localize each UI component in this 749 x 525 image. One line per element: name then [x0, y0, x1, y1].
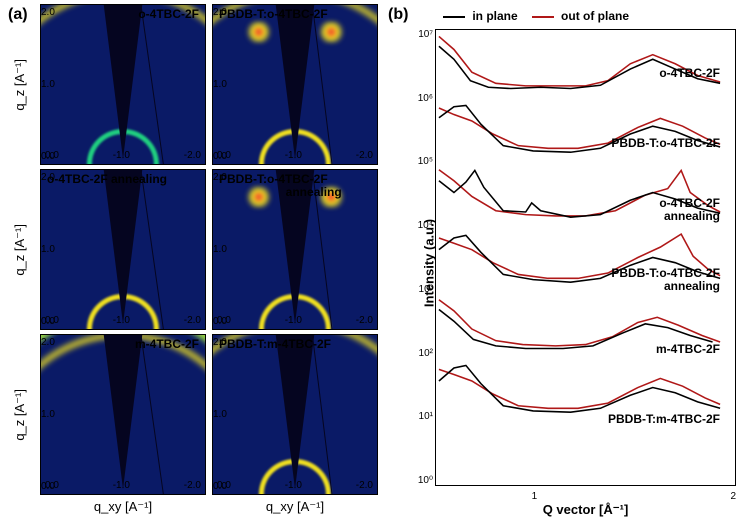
b-x-ticks: 12 — [435, 491, 736, 502]
intensity-plot: in plane out of plane Intensity (a.u.) Q… — [382, 4, 745, 521]
legend-swatch-outplane — [532, 16, 554, 18]
trace-out-of-plane — [439, 300, 720, 346]
giwaxs-pattern: PBDB-T:o-4TBC-2F annealing0.0-1.0-2.02.0… — [212, 169, 378, 330]
ylabel: q_z [A⁻¹] — [12, 389, 27, 441]
trace-label: PBDB-T:m-4TBC-2F — [608, 413, 720, 426]
sample-title: o-4TBC-2F — [138, 8, 199, 21]
legend-item: in plane — [443, 9, 518, 23]
b-y-ticks: 10⁷10⁶10⁵10⁴10³10²10¹10⁰ — [403, 29, 433, 486]
xlabel: q_xy [A⁻¹] — [94, 499, 152, 515]
sample-title: PBDB-T:o-4TBC-2F — [219, 8, 328, 21]
legend: in plane out of plane — [443, 9, 629, 23]
figure: (a) q_z [A⁻¹] q_z [A⁻¹] q_z [A⁻¹] q_xy [… — [0, 0, 749, 525]
giwaxs-pattern: o-4TBC-2F0.0-1.0-2.02.01.00.0 — [40, 4, 206, 165]
giwaxs-pattern: m-4TBC-2F0.0-1.0-2.02.01.00.0 — [40, 334, 206, 495]
panel-b: (b) in plane out of plane Intensity (a.u… — [380, 0, 749, 525]
sample-title: PBDB-T:m-4TBC-2F — [219, 338, 331, 351]
trace-label: PBDB-T:o-4TBC-2F — [611, 137, 720, 150]
giwaxs-grid: q_z [A⁻¹] q_z [A⁻¹] q_z [A⁻¹] q_xy [A⁻¹]… — [4, 4, 378, 521]
panel-b-label: (b) — [388, 6, 408, 24]
giwaxs-pattern: PBDB-T:o-4TBC-2F0.0-1.0-2.02.01.00.0 — [212, 4, 378, 165]
trace-label: m-4TBC-2F — [656, 343, 720, 356]
sample-title: PBDB-T:o-4TBC-2F annealing — [219, 173, 342, 199]
trace-label: PBDB-T:o-4TBC-2F annealing — [611, 267, 720, 292]
trace-label: o-4TBC-2F — [659, 67, 720, 80]
ylabel: q_z [A⁻¹] — [12, 224, 27, 276]
giwaxs-pattern: o-4TBC-2F annealing0.0-1.0-2.02.01.00.0 — [40, 169, 206, 330]
sample-title: o-4TBC-2F annealing — [47, 173, 167, 186]
xlabel: q_xy [A⁻¹] — [266, 499, 324, 515]
panel-a: (a) q_z [A⁻¹] q_z [A⁻¹] q_z [A⁻¹] q_xy [… — [0, 0, 380, 525]
b-x-axis-label: Q vector [Å⁻¹] — [435, 502, 736, 518]
legend-label: in plane — [472, 9, 517, 23]
trace-in-plane — [439, 365, 720, 412]
trace-label: o-4TBC-2F annealing — [659, 197, 720, 222]
panel-a-label: (a) — [8, 6, 28, 24]
legend-label: out of plane — [561, 9, 629, 23]
legend-swatch-inplane — [443, 16, 465, 18]
sample-title: m-4TBC-2F — [135, 338, 199, 351]
giwaxs-pattern: PBDB-T:m-4TBC-2F0.0-1.0-2.02.01.00.0 — [212, 334, 378, 495]
ylabel: q_z [A⁻¹] — [12, 59, 27, 111]
legend-item: out of plane — [532, 9, 629, 23]
trace-out-of-plane — [439, 369, 720, 408]
